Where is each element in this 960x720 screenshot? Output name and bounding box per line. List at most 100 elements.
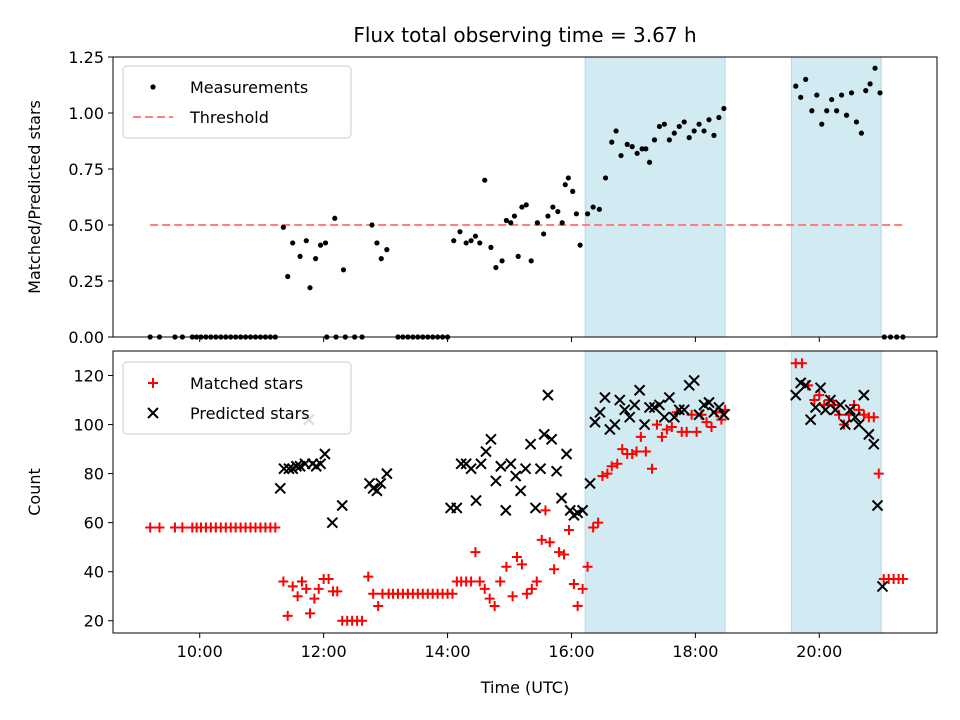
measurement-point: [863, 88, 869, 94]
measurement-point: [858, 130, 865, 136]
predicted-star-point: [374, 477, 387, 490]
predicted-star-point: [314, 458, 327, 470]
predicted-star-point: [804, 413, 817, 426]
measurement-point: [643, 146, 649, 152]
predicted-star-point: [673, 404, 685, 416]
predicted-star-point: [824, 394, 837, 406]
matched-star-point: [873, 468, 884, 479]
measurement-point: [499, 258, 505, 264]
top-data: [147, 65, 906, 340]
matched-star-point: [516, 559, 527, 570]
matched-star-point: [681, 426, 692, 437]
measurement-point: [686, 135, 692, 141]
predicted-star-point: [718, 409, 730, 421]
measurement-point: [477, 240, 483, 246]
measurement-point: [646, 159, 653, 165]
predicted-star-point: [814, 382, 827, 394]
bottom-legend-label: Predicted stars: [190, 404, 310, 423]
predicted-star-point: [594, 406, 606, 419]
predicted-star-point: [326, 516, 339, 529]
measurement-point: [303, 238, 309, 244]
measurement-point: [488, 244, 494, 250]
measurement-point: [798, 94, 804, 100]
matched-star-point: [651, 419, 662, 430]
matched-star-point: [507, 591, 518, 602]
measurement-point: [332, 215, 338, 221]
top-legend-box: [122, 65, 352, 139]
predicted-star-point: [529, 502, 542, 514]
top-plot-frame: [112, 56, 938, 338]
chart-title: Flux total observing time = 3.67 h: [353, 23, 696, 47]
measurement-point: [384, 247, 390, 253]
predicted-star-point: [550, 465, 563, 477]
predicted-star-point: [643, 401, 656, 414]
measurement-point: [468, 238, 474, 244]
predicted-star-point: [876, 580, 889, 593]
matched-star-point: [606, 461, 617, 472]
predicted-star-point: [290, 460, 303, 472]
measurement-point: [691, 128, 697, 134]
bottom-legend: Matched stars Predicted stars: [122, 361, 352, 435]
measurement-point: [696, 121, 702, 127]
predicted-star-point: [713, 401, 725, 414]
x-tick-label: 16:00: [548, 642, 594, 661]
predicted-star-point: [839, 418, 852, 431]
matched-star-point: [635, 431, 646, 442]
measurement-point: [555, 208, 561, 215]
matched-star-point: [474, 576, 485, 587]
predicted-star-point: [628, 399, 641, 411]
matched-star-point: [647, 463, 658, 474]
measurement-point: [493, 264, 499, 271]
measurement-point: [624, 141, 630, 147]
matched-star-point: [501, 561, 512, 572]
measurement-point: [666, 137, 672, 143]
predicted-star-point: [274, 482, 286, 495]
top-y-tick-label: 1.25: [68, 48, 104, 67]
matched-star-point: [814, 390, 825, 401]
measurement-point: [834, 108, 840, 114]
top-y-tick-label: 0.25: [68, 272, 104, 291]
bottom-data: [145, 358, 908, 626]
predicted-star-point: [834, 399, 847, 411]
matched-star-point: [495, 576, 506, 587]
top-y-tick-label: 0.75: [68, 160, 104, 179]
measurement-point: [618, 152, 624, 159]
matched-star-point: [296, 576, 307, 587]
matched-star-point: [544, 537, 555, 548]
matched-star-point: [313, 583, 324, 594]
predicted-star-point: [678, 404, 690, 416]
matched-star-point: [572, 601, 583, 612]
matched-star-point: [511, 551, 522, 562]
matched-star-point: [466, 576, 477, 587]
measurement-point: [378, 256, 384, 262]
predicted-star-point: [509, 470, 522, 482]
matched-star-point: [568, 578, 579, 589]
measurement-point: [472, 233, 479, 239]
bottom-shaded-regions: [584, 350, 882, 634]
measurement-point: [312, 256, 319, 262]
bottom-y-tick-label: 20: [84, 612, 104, 631]
predicted-star-point: [609, 418, 621, 431]
measurement-point: [676, 123, 682, 130]
measurement-point: [545, 213, 551, 219]
measurement-point: [559, 220, 565, 226]
matched-star-point: [332, 586, 343, 597]
measurement-point: [877, 90, 883, 96]
measurement-point: [661, 121, 667, 127]
matched-star-point: [270, 522, 281, 533]
measurement-point: [681, 119, 687, 125]
bottom-y-tick-label: 100: [73, 416, 104, 435]
matched-star-point: [631, 446, 642, 457]
measurement-point: [853, 119, 860, 125]
matched-star-point: [292, 591, 303, 602]
matched-star-point: [363, 571, 374, 582]
predicted-star-point: [319, 448, 331, 460]
measurement-point: [867, 81, 873, 87]
predicted-star-point: [465, 462, 477, 475]
predicted-star-point: [505, 458, 517, 470]
matched-star-point: [357, 615, 368, 626]
matched-star-point: [796, 358, 807, 369]
matched-star-point: [540, 505, 551, 516]
matched-star-point: [287, 581, 298, 592]
predicted-star-point: [542, 389, 554, 401]
